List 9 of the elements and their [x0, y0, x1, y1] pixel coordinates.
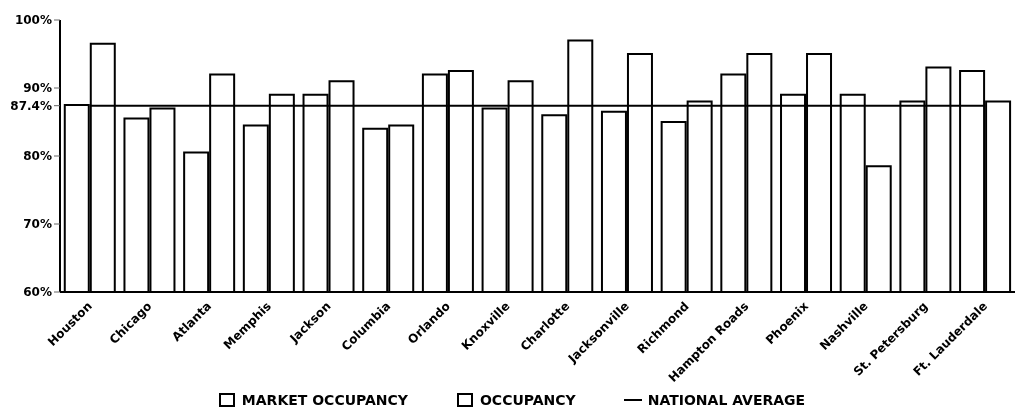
- legend-label: NATIONAL AVERAGE: [647, 392, 806, 408]
- y-tick-label: 87.4%: [10, 98, 52, 113]
- legend-label: MARKET OCCUPANCY: [241, 392, 408, 408]
- y-tick-label: 60%: [23, 285, 52, 300]
- y-tick-label: 80%: [23, 149, 52, 164]
- legend-label: OCCUPANCY: [479, 392, 576, 408]
- y-tick-label: 70%: [23, 217, 52, 232]
- y-tick-label: 100%: [14, 13, 52, 28]
- y-tick-label: 90%: [23, 81, 52, 96]
